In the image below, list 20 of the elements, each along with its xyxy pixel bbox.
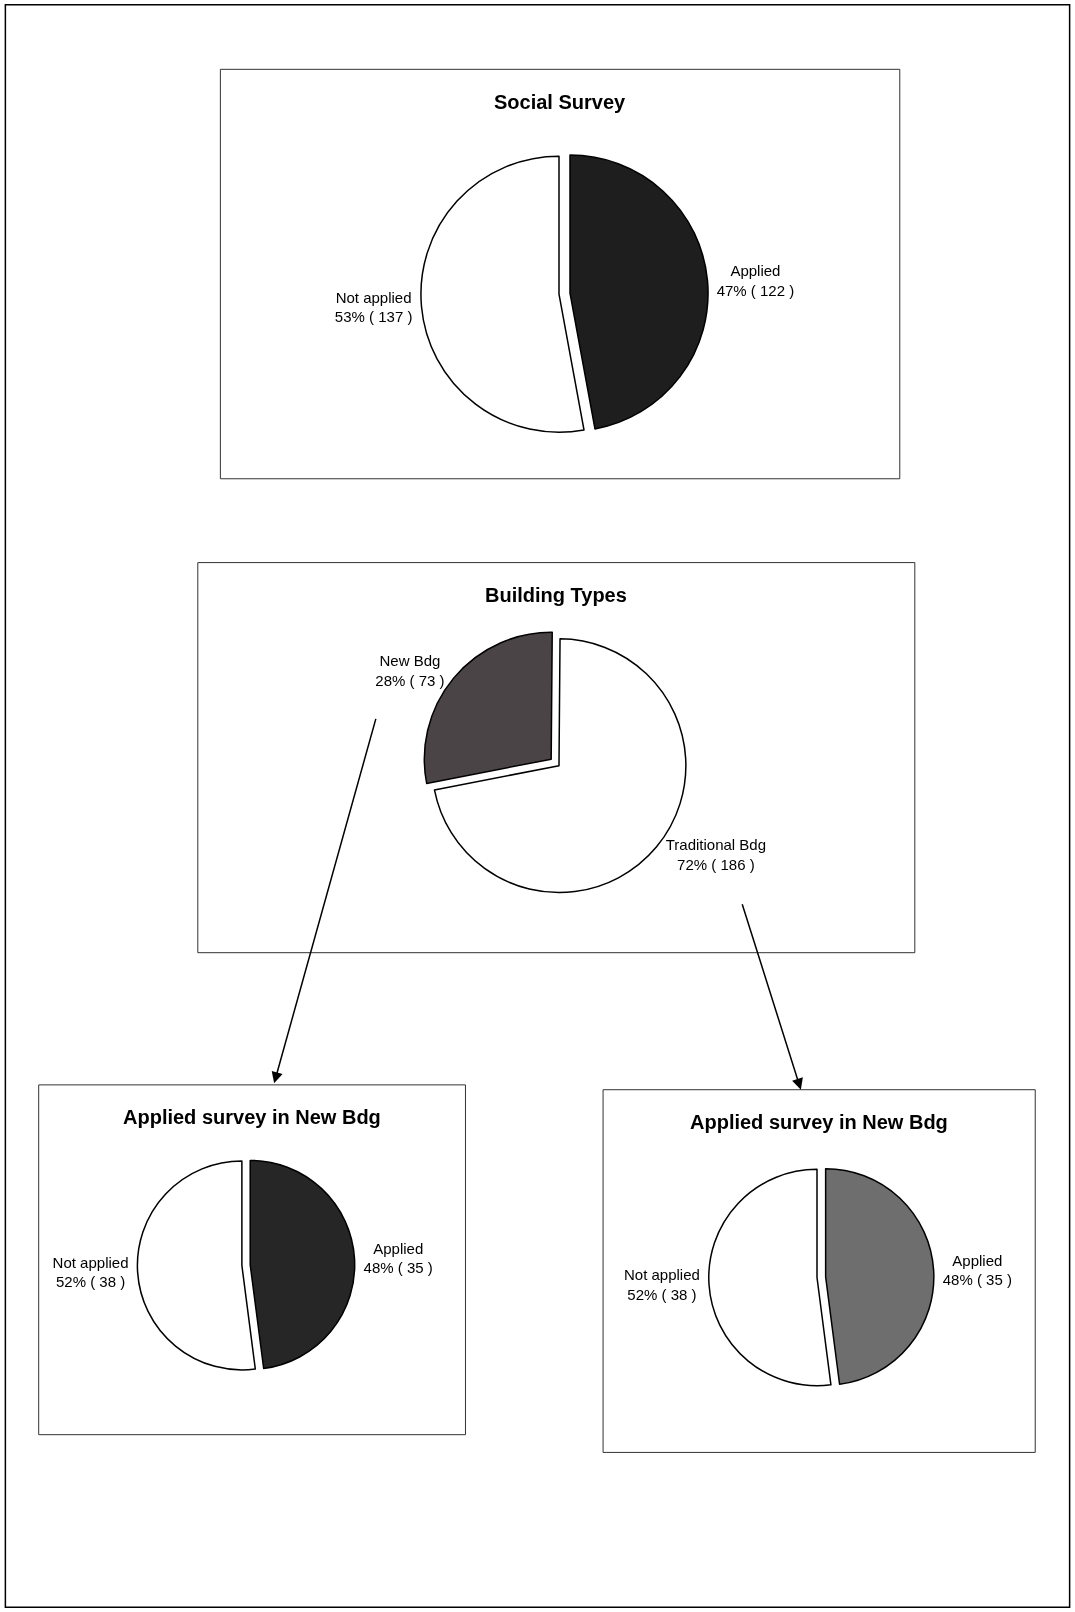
slice-label: Applied [952, 1251, 1003, 1269]
data-label: 52% ( 38 ) [627, 1285, 697, 1303]
slice-label: Traditional Bdg [665, 836, 767, 853]
data-label: 47% ( 122 ) [716, 281, 795, 299]
data-label: 52% ( 38 ) [55, 1273, 126, 1291]
slice-label: Not applied [52, 1253, 129, 1271]
slice-label: Applied [730, 262, 781, 280]
chart-title: Applied survey in New Bdg [123, 1106, 381, 1128]
chart-title: Applied survey in New Bdg [690, 1111, 948, 1133]
data-label: 72% ( 186 ) [677, 855, 755, 873]
slice-label: Not applied [624, 1266, 700, 1284]
data-label: 48% ( 35 ) [363, 1259, 433, 1277]
slice-label: Applied [373, 1239, 424, 1257]
chart-title: Social Survey [494, 91, 627, 113]
slice-label: Not applied [335, 288, 412, 306]
data-label: 53% ( 137 ) [334, 308, 413, 326]
data-label: 28% ( 73 ) [375, 671, 445, 689]
slice-label: New Bdg [379, 652, 441, 670]
chart-title: Building Types [485, 584, 627, 606]
data-label: 48% ( 35 ) [942, 1271, 1012, 1289]
